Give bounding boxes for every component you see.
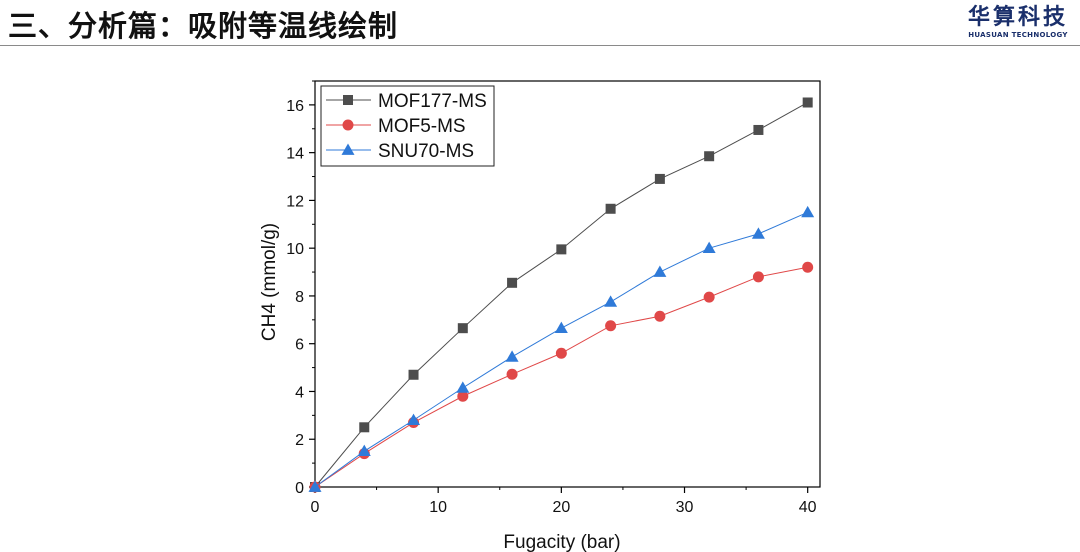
slide-header: 三、分析篇：吸附等温线绘制 华算科技 HUASUAN TECHNOLOGY (0, 0, 1080, 48)
x-tick-label: 30 (676, 499, 694, 516)
x-axis-label: Fugacity (bar) (503, 532, 620, 552)
circle-marker (555, 347, 567, 359)
square-marker (654, 173, 665, 184)
series-mof5-ms (309, 261, 814, 493)
plot-frame (314, 80, 821, 488)
square-marker (457, 323, 468, 334)
square-marker (753, 124, 764, 135)
series-mof177-ms (310, 97, 813, 492)
square-marker (704, 151, 715, 162)
y-tick-label: 16 (286, 98, 304, 115)
triangle-marker (407, 413, 421, 426)
circle-marker (506, 368, 518, 380)
triangle-marker (357, 444, 371, 457)
circle-marker (605, 320, 617, 332)
triangle-marker (653, 265, 667, 277)
square-marker (605, 203, 616, 214)
x-tick-label: 0 (311, 499, 320, 516)
circle-marker (342, 119, 354, 131)
y-tick-label: 6 (295, 337, 304, 354)
triangle-marker (341, 143, 355, 155)
triangle-marker (308, 480, 322, 492)
triangle-marker (505, 350, 519, 362)
legend-item: MOF5-MS (326, 116, 466, 137)
legend-label: MOF177-MS (378, 91, 487, 112)
logo-chinese-text: 华算科技 (967, 5, 1068, 30)
triangle-marker (554, 321, 568, 334)
y-tick-label: 2 (295, 432, 304, 449)
legend: MOF177-MS MOF5-MS SNU70-MS (320, 85, 495, 167)
y-tick-label: 12 (286, 193, 304, 210)
x-tick-label: 40 (799, 499, 817, 516)
square-marker (802, 97, 813, 108)
header-divider (0, 45, 1080, 46)
triangle-marker (801, 205, 815, 218)
legend-label: MOF5-MS (378, 116, 466, 137)
logo-english-text: HUASUAN TECHNOLOGY (968, 31, 1068, 39)
legend-item: SNU70-MS (326, 141, 474, 162)
y-tick-label: 14 (286, 146, 304, 163)
x-tick-label: 10 (429, 499, 447, 516)
triangle-marker (604, 295, 618, 307)
square-marker (507, 277, 518, 288)
triangle-marker (456, 381, 470, 393)
y-tick-label: 4 (295, 384, 304, 401)
square-marker (408, 369, 419, 380)
triangle-marker (751, 227, 765, 239)
square-marker (343, 95, 353, 105)
series-layer (308, 97, 815, 493)
y-tick-label: 10 (286, 241, 304, 258)
y-tick-label: 0 (295, 480, 304, 497)
square-marker (556, 244, 567, 255)
x-tick-label: 20 (552, 499, 570, 516)
circle-marker (654, 310, 666, 322)
legend-item: MOF177-MS (326, 91, 487, 112)
circle-marker (802, 261, 814, 273)
series-line-mof5-ms (314, 266, 808, 488)
square-marker (359, 422, 370, 433)
series-snu70-ms (308, 205, 815, 492)
axes: 0 10 20 30 40 0 2 4 6 8 10 12 14 16 (286, 80, 821, 516)
y-axis-label: CH4 (mmol/g) (259, 223, 280, 341)
slide-title: 三、分析篇：吸附等温线绘制 (8, 9, 399, 43)
y-tick-label: 8 (295, 289, 304, 306)
triangle-marker (702, 241, 716, 254)
legend-label: SNU70-MS (378, 141, 474, 162)
circle-marker (703, 291, 715, 303)
circle-marker (457, 390, 469, 402)
company-logo: 华算科技 HUASUAN TECHNOLOGY (964, 5, 1072, 40)
circle-marker (752, 271, 764, 283)
